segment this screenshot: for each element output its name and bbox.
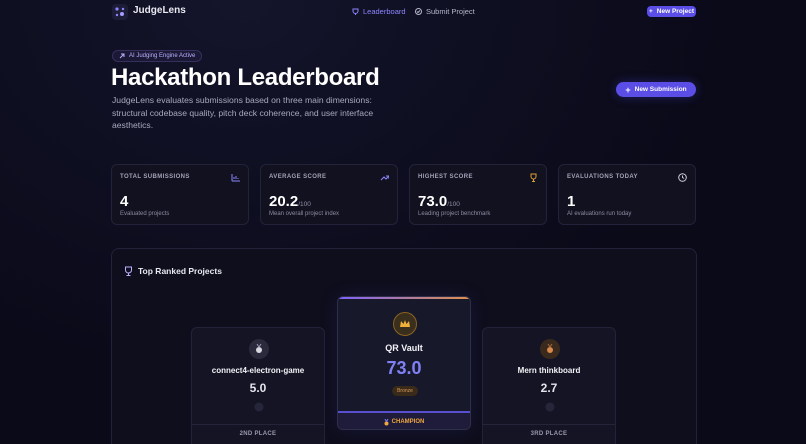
champion-label: CHAMPION <box>338 411 470 429</box>
stat-value: 20.2/100 <box>269 193 311 210</box>
stat-label: AVERAGE SCORE <box>269 174 327 180</box>
new-project-button[interactable]: + New Project <box>647 6 696 17</box>
project-score: 5.0 <box>249 381 267 395</box>
stat-label: HIGHEST SCORE <box>418 174 473 180</box>
nav-link-text: Leaderboard <box>363 7 406 16</box>
nav-link[interactable]: Submit Project <box>415 7 475 16</box>
place-label: CHAMPION <box>391 419 425 425</box>
medal-icon <box>540 339 560 359</box>
status-dot <box>545 402 555 412</box>
stat-number: 1 <box>567 193 576 210</box>
button-text: New Project <box>656 8 694 15</box>
stat-note: Leading project benchmark <box>418 211 491 217</box>
badge-text: AI Judging Engine Active <box>129 53 196 59</box>
project-score: 73.0 <box>386 358 422 378</box>
stat-value: 73.0/100 <box>418 193 460 210</box>
status-badge: AI Judging Engine Active <box>112 50 203 62</box>
podium-card: Mern thinkboard 2.7 3RD PLACE <box>482 327 616 444</box>
page-title: Hackathon Leaderboard <box>111 64 380 91</box>
stat-suffix: /100 <box>447 201 460 208</box>
champion-card: QR Vault 73.0 Bronze CHAMPION <box>337 296 471 430</box>
description: JudgeLens evaluates submissions based on… <box>112 95 374 130</box>
stat-icon <box>530 173 537 182</box>
stat-value: 1 <box>567 193 575 210</box>
stat-card: HIGHEST SCORE 73.0/100 Leading project ben… <box>409 164 547 225</box>
project-score: 2.7 <box>540 381 558 395</box>
stat-note: Evaluated projects <box>120 211 170 217</box>
tier-badge: Bronze <box>392 386 418 396</box>
place-label: 2ND PLACE <box>239 431 277 437</box>
stat-label: EVALUATIONS TODAY <box>567 174 638 180</box>
brand: JudgeLens <box>133 5 186 16</box>
stat-icon <box>231 174 240 182</box>
button-text: New Submission <box>634 86 687 93</box>
place-label: 3RD PLACE <box>530 431 568 437</box>
project-name: connect4-electron-game <box>211 366 305 375</box>
stat-label: TOTAL SUBMISSIONS <box>120 174 190 180</box>
stat-note: AI evaluations run today <box>567 211 632 217</box>
status-dot <box>254 402 264 412</box>
stat-icon <box>380 175 389 181</box>
project-name: Mern thinkboard <box>517 366 581 375</box>
section-title: Top Ranked Projects <box>138 266 222 276</box>
project-name: QR Vault <box>385 343 423 353</box>
stat-number: 73.0 <box>418 193 448 210</box>
stat-card: AVERAGE SCORE 20.2/100 Mean overall projec… <box>260 164 398 225</box>
stat-suffix: /100 <box>298 201 311 208</box>
trophy-icon <box>125 266 132 276</box>
stat-number: 4 <box>120 193 129 210</box>
stat-note: Mean overall project index <box>269 211 340 217</box>
podium-card: connect4-electron-game 5.0 2ND PLACE <box>191 327 325 444</box>
stat-number: 20.2 <box>269 193 299 210</box>
nav-link[interactable]: Leaderboard <box>352 7 406 16</box>
stat-card: EVALUATIONS TODAY 1 AI evaluations run tod… <box>558 164 696 225</box>
medal-icon <box>249 339 269 359</box>
nav-link-text: Submit Project <box>426 7 475 16</box>
stat-icon <box>678 173 687 182</box>
crown-icon <box>393 312 417 336</box>
logo-icon <box>112 4 128 20</box>
stat-value: 4 <box>120 193 128 210</box>
stat-card: TOTAL SUBMISSIONS 4 Evaluated projects <box>111 164 249 225</box>
new-submission-button[interactable]: + New Submission <box>616 82 696 97</box>
